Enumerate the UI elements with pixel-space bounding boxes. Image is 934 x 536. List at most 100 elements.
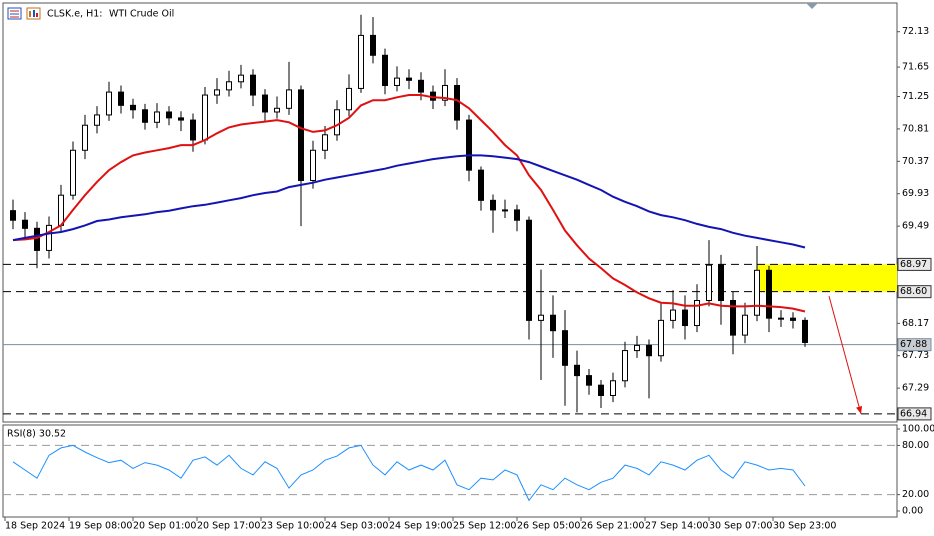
candle-body [346,87,352,111]
x-tick-label: 25 Sep 12:00 [453,521,516,532]
rsi-line [12,444,806,502]
candle-body [202,94,208,141]
candle-body [442,84,448,101]
candle-body [262,94,268,113]
shift-marker [806,3,818,9]
level-label: 66.94 [900,408,927,419]
x-tick-label: 26 Sep 21:00 [581,521,644,532]
y-tick-label: 72.13 [902,26,929,37]
moving-average [12,94,806,313]
candle-body [334,109,340,136]
candle-body [10,210,16,221]
main-panel [2,2,898,423]
x-tick-label: 30 Sep 23:00 [773,521,836,532]
candle-body [46,224,52,251]
candle-body [790,317,796,321]
candle-body [106,91,112,116]
x-tick-label: 18 Sep 2024 [5,521,65,532]
candle-body [514,209,520,221]
candle-body [526,219,532,321]
y-tick-label: 70.81 [902,123,929,134]
candle-body [178,117,184,121]
candle-body [406,77,412,81]
y-tick-label: 20.00 [902,489,929,500]
candle-body [694,299,700,327]
candle-body [70,149,76,196]
y-tick-label: 70.37 [902,156,929,167]
candle-body [118,91,124,106]
x-tick-label: 24 Sep 03:00 [325,521,388,532]
candle-body [82,124,88,151]
zone [757,264,897,292]
candle-body [418,79,424,93]
x-tick-label: 19 Sep 08:00 [69,521,132,532]
candle-body [622,350,628,382]
candle-body [274,107,280,113]
candle-body [586,375,592,386]
x-tick-label: 20 Sep 01:00 [133,521,196,532]
candle-body [22,219,28,229]
level-label-box [897,285,932,299]
candle-body [310,149,316,181]
panel-candlestick: 72.13 71.65 71.25 70.81 70.37 69.93 69.49 68.17… [3,14,932,421]
candle-body [706,264,712,301]
candle-body [298,89,304,181]
candle-body [730,299,736,336]
candle-body [802,319,808,343]
level-label-box [897,338,932,352]
candle-body [778,317,784,320]
candle-body [322,134,328,151]
candle-body [718,264,724,301]
candle-body [190,119,196,141]
candle-body [358,34,364,89]
candle-body [130,104,136,111]
candle-body [538,314,544,321]
arrow-head [856,405,863,414]
level-label-box [897,407,932,421]
candle-body [154,111,160,123]
x-tick-label: 30 Sep 07:00 [709,521,772,532]
y-tick-label: 67.29 [902,383,929,394]
x-tick-label: 27 Sep 14:00 [645,521,708,532]
candle-body [94,114,100,126]
y-tick-label: 67.73 [902,350,929,361]
x-tick-label: 20 Sep 17:00 [197,521,260,532]
moving-average [12,154,806,249]
candle-body [634,344,640,352]
candle-body [754,269,760,316]
candle-body [682,309,688,327]
symbol-description: WTI Crude Oil [109,9,174,20]
x-tick-label: 24 Sep 19:00 [389,521,452,532]
candle-body [142,109,148,123]
y-tick-label: 0.00 [902,506,923,517]
y-tick-label: 100.00 [902,424,934,435]
y-tick-label: 71.65 [902,62,929,73]
candle-body [166,111,172,119]
candle-body [646,344,652,357]
candle-body [286,89,292,109]
y-tick-label: 71.25 [902,91,929,102]
x-tick-label: 26 Sep 05:00 [517,521,580,532]
candle-body [670,309,676,321]
candle-body [478,169,484,201]
candle-body [550,314,556,332]
candle-body [238,74,244,83]
y-tick-label: 68.17 [902,318,929,329]
candle-body [226,81,232,91]
candle-body [766,269,772,319]
candle-body [454,84,460,121]
header-icons [7,7,41,20]
candle-body [370,34,376,56]
rsi-title: RSI(8) 30.52 [7,429,66,440]
candle-body [562,330,568,366]
level-label-box [897,257,932,271]
candle-body [466,119,472,171]
candle-body [214,89,220,96]
y-tick-label: 80.00 [902,440,929,451]
candle-body [250,74,256,96]
symbol: CLSK.e, H1: [47,9,102,20]
candle-body [598,384,604,396]
candle-body [658,319,664,357]
candle-body [58,194,64,226]
